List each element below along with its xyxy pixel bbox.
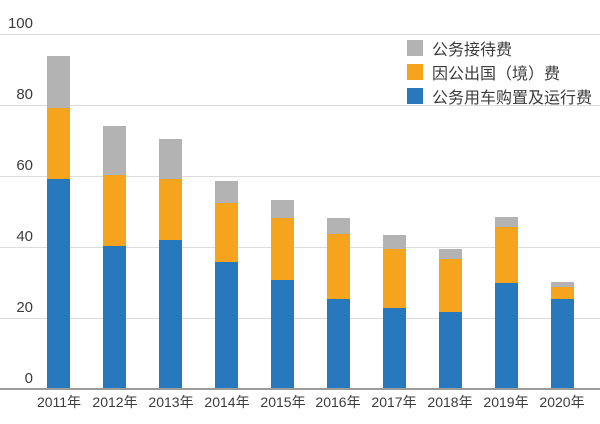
bar-segment-2014年-公务接待费 [215, 181, 238, 203]
legend-item: 因公出国（境）费 [407, 63, 592, 83]
bar-segment-2015年-公务接待费 [271, 200, 294, 218]
bar-segment-2015年-因公出国（境）费 [271, 218, 294, 280]
bar-segment-2011年-公务用车购置及运行费 [47, 179, 70, 389]
gridline-20 [0, 318, 600, 319]
y-tick-label-0: 0 [24, 370, 33, 387]
y-tick-label-40: 40 [16, 228, 33, 245]
bar-segment-2017年-因公出国（境）费 [383, 249, 406, 308]
gridline-40 [0, 247, 600, 248]
x-tick-label-2013年: 2013年 [148, 394, 194, 410]
gridline-100 [0, 34, 600, 35]
x-tick-label-2014年: 2014年 [204, 394, 250, 410]
bar-segment-2011年-因公出国（境）费 [47, 108, 70, 179]
x-tick-label-2019年: 2019年 [483, 394, 529, 410]
legend-item: 公务用车购置及运行费 [407, 87, 592, 107]
legend: 公务接待费因公出国（境）费公务用车购置及运行费 [407, 39, 592, 111]
bar-segment-2016年-因公出国（境）费 [327, 234, 350, 299]
y-tick-label-20: 20 [16, 299, 33, 316]
y-tick-label-80: 80 [16, 86, 33, 103]
bar-segment-2020年-因公出国（境）费 [551, 287, 574, 299]
legend-swatch-icon [407, 87, 423, 104]
y-tick-label-100: 100 [7, 15, 33, 32]
gridline-60 [0, 176, 600, 177]
bar-segment-2019年-因公出国（境）费 [495, 227, 518, 283]
bar-segment-2019年-公务用车购置及运行费 [495, 283, 518, 389]
bar-segment-2016年-公务用车购置及运行费 [327, 299, 350, 389]
bar-segment-2016年-公务接待费 [327, 218, 350, 234]
gridline-80 [0, 105, 600, 106]
bar-segment-2013年-因公出国（境）费 [159, 179, 182, 240]
bar-segment-2011年-公务接待费 [47, 56, 70, 108]
x-tick-label-2016年: 2016年 [315, 394, 361, 410]
bar-segment-2018年-公务接待费 [439, 249, 462, 259]
x-tick-label-2017年: 2017年 [371, 394, 417, 410]
bar-segment-2015年-公务用车购置及运行费 [271, 280, 294, 389]
bar-segment-2014年-因公出国（境）费 [215, 203, 238, 262]
x-tick-label-2011年: 2011年 [36, 394, 82, 410]
legend-item: 公务接待费 [407, 39, 592, 59]
bar-segment-2018年-公务用车购置及运行费 [439, 312, 462, 389]
bar-segment-2020年-公务接待费 [551, 282, 574, 287]
x-tick-label-2020年: 2020年 [539, 394, 585, 410]
bar-segment-2020年-公务用车购置及运行费 [551, 299, 574, 389]
legend-swatch-icon [407, 39, 423, 56]
legend-label: 公务接待费 [432, 41, 513, 59]
x-axis-line [0, 388, 600, 390]
x-tick-label-2018年: 2018年 [427, 394, 473, 410]
bar-segment-2012年-因公出国（境）费 [103, 175, 126, 246]
bar-segment-2019年-公务接待费 [495, 217, 518, 227]
bar-segment-2014年-公务用车购置及运行费 [215, 262, 238, 389]
y-tick-label-60: 60 [16, 157, 33, 174]
bar-segment-2017年-公务接待费 [383, 235, 406, 249]
legend-swatch-icon [407, 63, 423, 80]
legend-label: 公务用车购置及运行费 [432, 89, 593, 107]
bar-segment-2013年-公务接待费 [159, 139, 182, 179]
bar-segment-2018年-因公出国（境）费 [439, 259, 462, 312]
x-tick-label-2012年: 2012年 [92, 394, 138, 410]
legend-label: 因公出国（境）费 [432, 65, 561, 83]
bar-segment-2012年-公务用车购置及运行费 [103, 246, 126, 389]
x-tick-label-2015年: 2015年 [260, 394, 306, 410]
bar-segment-2013年-公务用车购置及运行费 [159, 240, 182, 389]
bar-segment-2012年-公务接待费 [103, 126, 126, 175]
bar-segment-2017年-公务用车购置及运行费 [383, 308, 406, 389]
